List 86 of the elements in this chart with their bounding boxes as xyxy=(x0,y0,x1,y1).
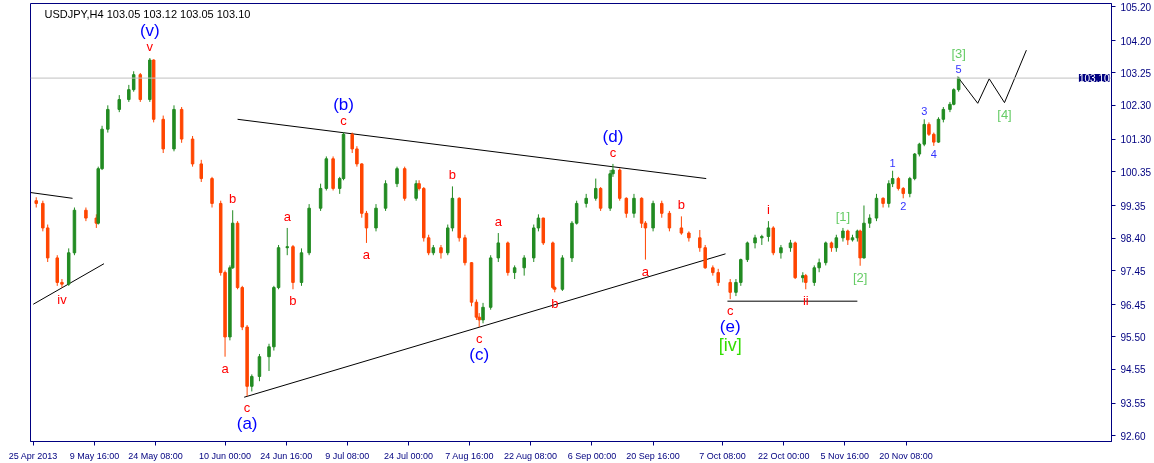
candlestick xyxy=(522,254,526,277)
candlestick xyxy=(481,302,485,324)
y-tick-label: 101.30 xyxy=(1120,134,1152,146)
x-tick-label: 10 Jun 00:00 xyxy=(199,450,252,461)
candlestick xyxy=(679,215,684,236)
x-tick-label: 24 May 08:00 xyxy=(128,450,183,461)
y-tick-label: 97.45 xyxy=(1120,265,1146,277)
x-tick-label: 6 Sep 00:00 xyxy=(567,450,617,461)
y-tick-label: 100.35 xyxy=(1120,166,1152,178)
x-tick-label: 25 Apr 2013 xyxy=(8,450,58,461)
candlestick xyxy=(687,230,691,243)
y-tick-label: 96.45 xyxy=(1120,299,1146,311)
candlestick xyxy=(632,193,636,219)
annotation: a xyxy=(283,208,292,224)
annotation: [4] xyxy=(997,106,1012,122)
annotation: [iv] xyxy=(718,335,742,356)
annotation: c xyxy=(475,331,483,347)
x-tick-label: 7 Oct 08:00 xyxy=(699,450,746,461)
annotation: a xyxy=(641,263,650,279)
candlestick xyxy=(881,196,885,209)
annotation: (d) xyxy=(602,126,624,146)
x-tick-label: 24 Jul 00:00 xyxy=(383,450,434,461)
candlestick xyxy=(594,178,598,202)
y-tick-label: 99.35 xyxy=(1120,200,1146,212)
x-tick-label: 22 Aug 08:00 xyxy=(504,450,558,461)
y-tick-label: 93.55 xyxy=(1120,398,1146,410)
annotation: c xyxy=(243,400,251,416)
annotation: a xyxy=(494,214,503,230)
annotation: (c) xyxy=(469,345,490,365)
annotation: [3] xyxy=(951,45,966,61)
annotation: b xyxy=(229,191,237,207)
candlestick xyxy=(624,196,629,219)
annotation: 4 xyxy=(930,147,937,160)
x-tick-label: 9 Jul 08:00 xyxy=(325,450,370,461)
annotation: a xyxy=(362,246,371,262)
candlestick xyxy=(285,227,289,256)
y-tick-label: 102.30 xyxy=(1120,100,1152,112)
y-tick-label: 92.60 xyxy=(1120,430,1146,442)
annotation: a xyxy=(221,360,230,376)
candlestick xyxy=(766,220,771,243)
x-tick-label: 22 Oct 00:00 xyxy=(757,450,810,461)
candlestick xyxy=(199,159,204,183)
annotation: 3 xyxy=(921,105,928,118)
candlestick xyxy=(374,203,378,232)
y-tick-label: 95.50 xyxy=(1120,331,1146,343)
y-tick-label: 104.20 xyxy=(1120,35,1152,47)
x-tick-label: 9 May 16:00 xyxy=(69,450,120,461)
annotation: (v) xyxy=(139,20,160,40)
candlestick xyxy=(496,232,501,263)
y-tick-label: 103.25 xyxy=(1120,67,1152,79)
chart-title: USDJPY,H4 103.05 103.12 103.05 103.10 xyxy=(44,7,251,20)
annotation: 5 xyxy=(955,62,962,75)
annotation: (e) xyxy=(719,317,741,337)
candlestick xyxy=(395,166,399,188)
candlestick xyxy=(598,186,603,212)
annotation: b xyxy=(448,167,457,183)
candlestick xyxy=(728,278,732,300)
x-tick-label: 20 Nov 08:00 xyxy=(879,450,933,461)
annotation: b xyxy=(677,197,686,213)
ref-line-label: 103.10 xyxy=(1078,73,1110,85)
y-tick-label: 105.20 xyxy=(1120,1,1152,13)
annotation: (a) xyxy=(236,414,258,434)
candlestick xyxy=(106,104,110,134)
annotation: c xyxy=(726,303,734,319)
annotation: c xyxy=(609,144,617,160)
annotation: i xyxy=(766,202,770,218)
annotation: 2 xyxy=(900,200,907,213)
y-tick-label: 94.55 xyxy=(1120,364,1146,376)
candlestick xyxy=(922,118,926,147)
x-tick-label: 5 Nov 16:00 xyxy=(820,450,870,461)
y-tick-label: 98.40 xyxy=(1120,233,1146,245)
annotation: v xyxy=(146,38,154,54)
annotation: c xyxy=(340,113,348,129)
annotation: (b) xyxy=(333,95,354,115)
annotation: iv xyxy=(57,291,68,307)
annotation: ii xyxy=(802,293,809,309)
x-tick-label: 24 Jun 16:00 xyxy=(260,450,313,461)
candlestick xyxy=(439,244,443,260)
candlestick xyxy=(812,264,817,287)
candlestick xyxy=(779,244,783,260)
x-tick-label: 7 Aug 16:00 xyxy=(445,450,494,461)
annotation: [2] xyxy=(852,269,868,285)
annotation: [1] xyxy=(835,208,851,224)
x-tick-label: 20 Sep 16:00 xyxy=(626,450,680,461)
annotation: b xyxy=(289,293,297,309)
annotation: 1 xyxy=(889,156,896,169)
